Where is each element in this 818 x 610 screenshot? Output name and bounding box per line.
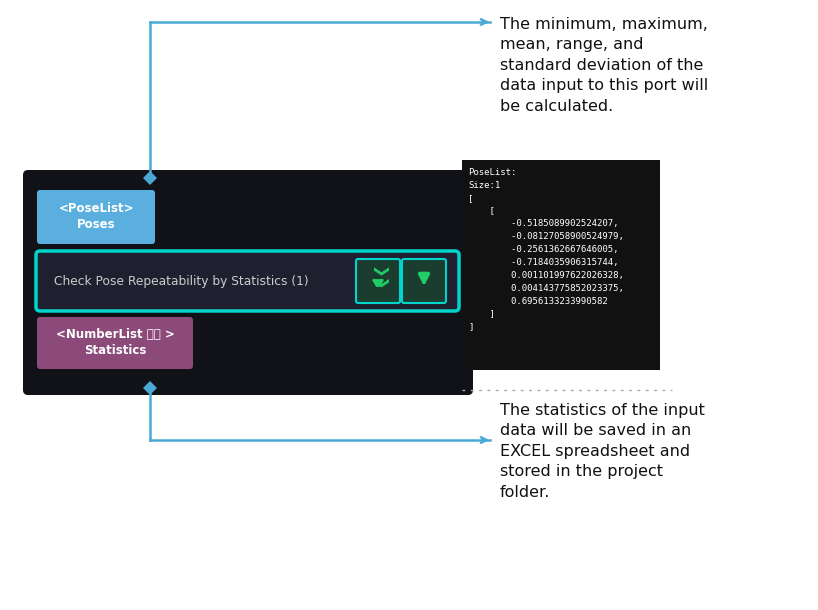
FancyBboxPatch shape — [356, 259, 400, 303]
Text: Check Pose Repeatability by Statistics (1): Check Pose Repeatability by Statistics (… — [54, 274, 308, 287]
Polygon shape — [143, 381, 157, 395]
FancyBboxPatch shape — [402, 259, 446, 303]
Text: PoseList:
Size:1
[
    [
        -0.5185089902524207,
        -0.081270589005249: PoseList: Size:1 [ [ -0.5185089902524207… — [468, 168, 624, 331]
FancyBboxPatch shape — [37, 190, 155, 244]
Text: ❯❯: ❯❯ — [371, 266, 385, 292]
Text: <PoseList>
Poses: <PoseList> Poses — [58, 203, 134, 232]
FancyBboxPatch shape — [36, 251, 459, 311]
FancyBboxPatch shape — [37, 317, 193, 369]
Polygon shape — [143, 171, 157, 185]
FancyBboxPatch shape — [462, 160, 660, 370]
Text: <NumberList ⧸⧸ >
Statistics: <NumberList ⧸⧸ > Statistics — [56, 329, 174, 357]
FancyBboxPatch shape — [23, 170, 473, 395]
Text: The statistics of the input
data will be saved in an
EXCEL spreadsheet and
store: The statistics of the input data will be… — [500, 403, 705, 500]
Text: The minimum, maximum,
mean, range, and
standard deviation of the
data input to t: The minimum, maximum, mean, range, and s… — [500, 17, 708, 113]
